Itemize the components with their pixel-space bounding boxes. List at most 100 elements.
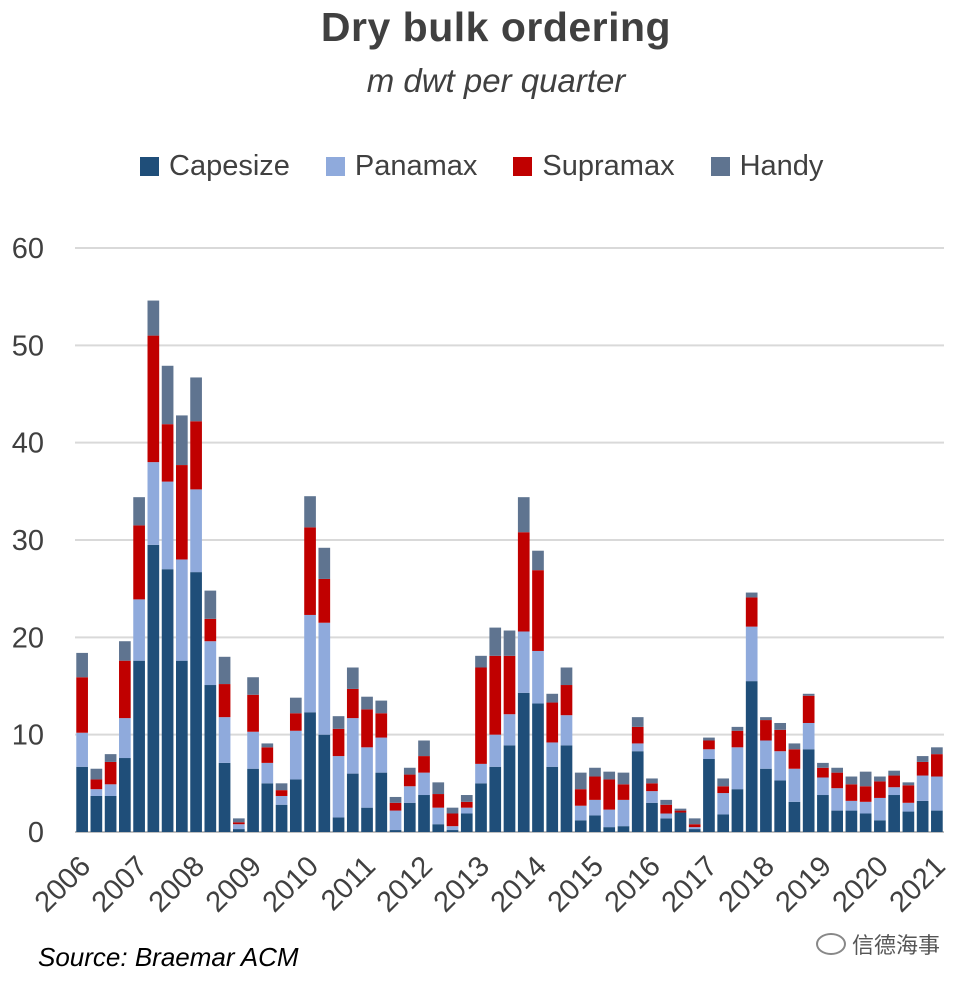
bar-segment-supramax <box>589 776 601 800</box>
bar-segment-capesize <box>831 810 843 832</box>
bar-segment-capesize <box>389 830 402 832</box>
bar-segment-handy <box>703 737 715 741</box>
bar-segment-capesize <box>731 789 744 832</box>
bar-segment-capesize <box>261 783 274 832</box>
bar-segment-handy <box>574 772 587 790</box>
bar-segment-capesize <box>546 766 559 832</box>
bar-segment-supramax <box>403 774 416 787</box>
bar-segment-panamax <box>418 772 430 796</box>
bar-segment-capesize <box>90 795 103 832</box>
bar-segment-capesize <box>432 824 445 832</box>
bar-segment-panamax <box>546 742 559 767</box>
bar-segment-handy <box>845 776 858 785</box>
watermark-text: 信德海事 <box>852 933 941 958</box>
bar-segment-supramax <box>460 801 473 808</box>
bar-segment-handy <box>859 771 872 787</box>
bar-segment-handy <box>489 627 502 656</box>
bar-segment-supramax <box>104 761 117 785</box>
bar-segment-panamax <box>361 747 373 808</box>
bar-segment-capesize <box>475 783 487 832</box>
bar-segment-panamax <box>831 788 843 811</box>
bar-segment-supramax <box>176 465 188 560</box>
bar-segment-panamax <box>475 763 487 784</box>
bar-segment-capesize <box>817 795 829 832</box>
bar-segment-supramax <box>346 688 359 719</box>
bar-segment-panamax <box>346 718 359 774</box>
bar-segment-supramax <box>817 767 829 778</box>
bar-segment-panamax <box>503 714 516 746</box>
bar-segment-handy <box>831 767 843 773</box>
bar-segment-panamax <box>888 787 900 796</box>
bar-segment-handy <box>190 377 202 422</box>
bar-segment-supramax <box>731 730 744 748</box>
legend-item-capesize: Capesize <box>140 150 290 183</box>
legend-label-panamax: Panamax <box>354 150 478 182</box>
legend-swatch-capesize <box>140 157 159 176</box>
bar-segment-supramax <box>90 779 103 790</box>
x-tick-label: 2015 <box>542 850 610 918</box>
x-tick-label: 2008 <box>143 850 211 918</box>
bar-segment-panamax <box>603 809 616 828</box>
bar-segment-handy <box>247 677 259 695</box>
bar-segment-handy <box>532 550 544 571</box>
bar-segment-capesize <box>902 811 915 832</box>
x-tick-label: 2019 <box>770 850 838 918</box>
y-tick-label: 20 <box>12 622 44 654</box>
bar-segment-supramax <box>119 660 131 719</box>
bar-segment-capesize <box>361 807 373 832</box>
bar-segment-panamax <box>446 826 459 831</box>
bar-segment-capesize <box>788 801 801 832</box>
bar-segment-supramax <box>133 525 145 600</box>
bar-segment-handy <box>888 770 900 776</box>
bar-segment-handy <box>403 767 416 775</box>
y-tick-label: 30 <box>12 525 44 557</box>
bar-segment-capesize <box>76 766 88 832</box>
y-tick-label: 10 <box>12 720 44 752</box>
bar-segment-capesize <box>517 692 530 832</box>
bar-segment-panamax <box>161 481 174 570</box>
bar-segment-handy <box>560 667 573 686</box>
y-tick-label: 0 <box>28 817 44 849</box>
bar-segment-supramax <box>916 761 929 776</box>
bar-segment-panamax <box>788 768 801 802</box>
bar-segment-capesize <box>289 779 302 832</box>
bar-segment-supramax <box>361 709 373 748</box>
bar-segment-handy <box>460 795 473 802</box>
bar-segment-panamax <box>631 743 644 752</box>
bar-segment-panamax <box>104 784 117 796</box>
bar-segment-panamax <box>275 795 288 805</box>
bar-segment-capesize <box>717 814 730 832</box>
x-tick-label: 2014 <box>485 850 553 918</box>
bar-segment-supramax <box>247 694 259 732</box>
bar-segment-supramax <box>774 729 787 752</box>
bar-segment-panamax <box>289 730 302 780</box>
bar-segment-handy <box>902 782 915 786</box>
bar-segment-handy <box>631 717 644 727</box>
bar-segment-supramax <box>874 781 886 798</box>
bar-segment-supramax <box>503 655 516 715</box>
bar-segment-handy <box>133 497 145 526</box>
bar-segment-panamax <box>375 737 388 773</box>
bar-segment-capesize <box>631 751 644 832</box>
bar-segment-supramax <box>532 570 544 651</box>
bar-segment-supramax <box>646 783 658 792</box>
bar-segment-capesize <box>133 660 145 832</box>
bar-segment-supramax <box>703 740 715 750</box>
bar-segment-capesize <box>489 766 502 832</box>
bar-segment-supramax <box>631 726 644 744</box>
bar-segment-supramax <box>603 779 616 810</box>
bar-segment-handy <box>874 776 886 782</box>
legend-swatch-handy <box>710 157 730 176</box>
bar-segment-panamax <box>76 732 88 767</box>
bar-segment-supramax <box>802 695 815 723</box>
bar-segment-panamax <box>646 791 658 803</box>
bar-segment-supramax <box>617 784 630 800</box>
bar-segment-capesize <box>931 810 943 832</box>
bar-segment-capesize <box>874 820 886 832</box>
bar-segment-supramax <box>931 754 943 777</box>
x-tick-label: 2006 <box>29 850 97 918</box>
bar-segment-handy <box>147 300 160 336</box>
bar-segment-supramax <box>660 804 673 814</box>
bar-segment-supramax <box>232 822 245 825</box>
